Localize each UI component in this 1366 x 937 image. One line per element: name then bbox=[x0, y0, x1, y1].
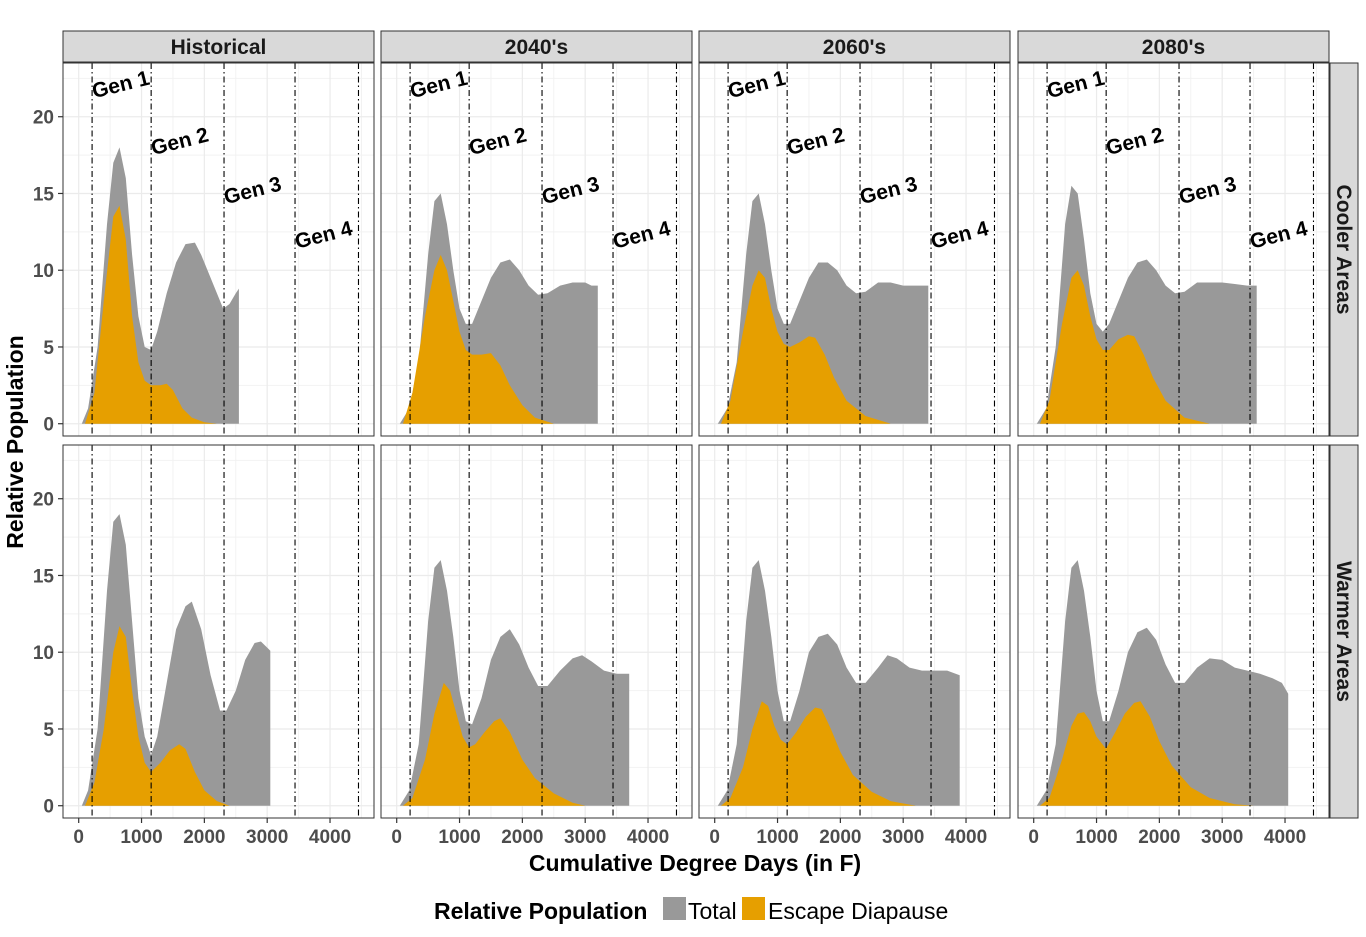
x-tick-label: 4000 bbox=[945, 827, 987, 848]
legend-swatch-total bbox=[663, 897, 686, 920]
facet-strip-label: 2040's bbox=[505, 36, 568, 59]
facet-strip-label: Historical bbox=[171, 36, 267, 59]
facet-strip-2080-s bbox=[1017, 30, 1330, 63]
area-escape-diapause bbox=[721, 270, 891, 424]
facet-strip-label: Warmer Areas bbox=[1332, 561, 1355, 702]
facet-strip-historical bbox=[62, 30, 375, 63]
x-tick-label: 0 bbox=[709, 827, 720, 848]
facet-strip-label: 2060's bbox=[823, 36, 886, 59]
facet-strip-label: Cooler Areas bbox=[1332, 185, 1355, 315]
x-tick-label: 2000 bbox=[1138, 827, 1180, 848]
legend-label-total: Total bbox=[688, 898, 737, 924]
y-tick-label: 5 bbox=[43, 338, 54, 359]
legend-swatch-escape-diapause bbox=[742, 897, 765, 920]
x-tick-label: 1000 bbox=[1075, 827, 1117, 848]
panel-border bbox=[698, 62, 1011, 437]
panel-border bbox=[1017, 62, 1330, 437]
y-axis-title: Relative Population bbox=[2, 335, 28, 548]
area-escape-diapause bbox=[721, 701, 916, 806]
legend-label-escape-diapause: Escape Diapause bbox=[768, 898, 948, 924]
y-tick-label: 20 bbox=[33, 108, 54, 129]
area-escape-diapause bbox=[403, 682, 586, 806]
x-tick-label: 4000 bbox=[1264, 827, 1306, 848]
y-tick-label: 5 bbox=[43, 720, 54, 741]
x-tick-label: 3000 bbox=[1201, 827, 1243, 848]
x-tick-label: 2000 bbox=[501, 827, 543, 848]
x-tick-label: 1000 bbox=[438, 827, 480, 848]
x-tick-label: 3000 bbox=[246, 827, 288, 848]
x-tick-label: 1000 bbox=[120, 827, 162, 848]
area-escape-diapause bbox=[403, 254, 554, 424]
x-tick-label: 1000 bbox=[756, 827, 798, 848]
panel-border bbox=[380, 62, 693, 437]
area-escape-diapause bbox=[1040, 701, 1254, 806]
panel-warmer-areas-2080-s bbox=[1017, 444, 1330, 819]
y-tick-label: 10 bbox=[33, 643, 54, 664]
facet-strip-cooler-areas bbox=[1329, 62, 1359, 437]
legend: Relative Population Total Escape Diapause bbox=[434, 897, 948, 924]
x-tick-label: 0 bbox=[391, 827, 402, 848]
x-tick-label: 3000 bbox=[882, 827, 924, 848]
panel-border bbox=[380, 444, 693, 819]
x-tick-label: 2000 bbox=[819, 827, 861, 848]
y-tick-label: 20 bbox=[33, 490, 54, 511]
panel-warmer-areas-2040-s bbox=[380, 444, 693, 819]
panel-border bbox=[698, 444, 1011, 819]
x-tick-label: 2000 bbox=[183, 827, 225, 848]
panel-warmer-areas-historical bbox=[62, 444, 375, 819]
panel-border bbox=[1017, 444, 1330, 819]
facet-strip-2060-s bbox=[698, 30, 1011, 63]
y-tick-label: 0 bbox=[43, 797, 54, 818]
y-tick-label: 10 bbox=[33, 261, 54, 282]
x-tick-label: 4000 bbox=[627, 827, 669, 848]
y-tick-label: 15 bbox=[33, 566, 55, 587]
y-tick-label: 15 bbox=[33, 184, 55, 205]
y-tick-label: 0 bbox=[43, 415, 54, 436]
panel-border bbox=[62, 62, 375, 437]
area-escape-diapause bbox=[85, 626, 230, 806]
legend-title: Relative Population bbox=[434, 898, 647, 924]
x-tick-label: 4000 bbox=[309, 827, 351, 848]
area-escape-diapause bbox=[85, 205, 217, 424]
x-tick-label: 0 bbox=[73, 827, 84, 848]
facet-strip-warmer-areas bbox=[1329, 444, 1359, 819]
panel-border bbox=[62, 444, 375, 819]
x-tick-label: 0 bbox=[1028, 827, 1039, 848]
x-tick-label: 3000 bbox=[564, 827, 606, 848]
x-axis-title: Cumulative Degree Days (in F) bbox=[529, 850, 861, 876]
facet-strip-label: 2080's bbox=[1142, 36, 1205, 59]
panel-warmer-areas-2060-s bbox=[698, 444, 1011, 819]
facet-strip-2040-s bbox=[380, 30, 693, 63]
area-escape-diapause bbox=[1040, 270, 1210, 424]
